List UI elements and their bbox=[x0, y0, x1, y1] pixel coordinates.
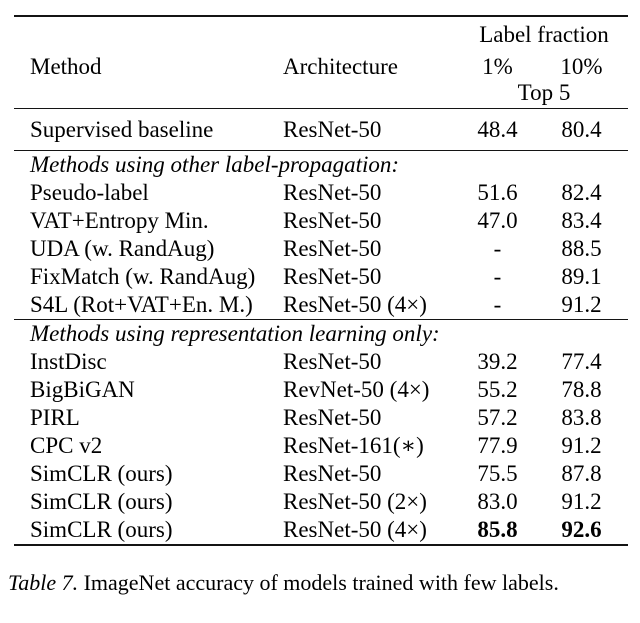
top5-1pct-cell: - bbox=[493, 236, 502, 261]
method-cell: CPC v2 bbox=[30, 433, 103, 458]
table-header: Label fraction Method Architecture 1% 10… bbox=[14, 16, 628, 109]
top5-1pct-cell: 48.4 bbox=[477, 116, 518, 142]
table-body: Supervised baseline ResNet-50 48.4 80.4 Meth… bbox=[14, 109, 628, 546]
method-cell: PIRL bbox=[30, 405, 80, 430]
method-cell: UDA (w. RandAug) bbox=[30, 236, 215, 261]
section-title: Methods using representation learning on… bbox=[30, 321, 440, 346]
top5-10pct-cell: 91.2 bbox=[561, 433, 602, 458]
table-row: BigBiGAN RevNet-50 (4×) 55.2 78.8 bbox=[14, 376, 628, 404]
architecture-cell: ResNet-161(∗) bbox=[283, 433, 424, 458]
table-row: SimCLR (ours) ResNet-50 75.5 87.8 bbox=[14, 460, 628, 488]
architecture-cell: ResNet-50 bbox=[283, 180, 382, 205]
architecture-cell: ResNet-50 bbox=[283, 405, 382, 430]
method-cell: Pseudo-label bbox=[30, 180, 149, 205]
architecture-cell: ResNet-50 bbox=[283, 208, 382, 233]
col-10pct-header: 10% bbox=[560, 53, 603, 79]
top5-10pct-cell: 78.8 bbox=[561, 377, 602, 402]
top5-10pct-cell: 87.8 bbox=[561, 461, 602, 486]
top5-1pct-cell: 51.6 bbox=[477, 180, 518, 205]
top5-10pct-cell: 91.2 bbox=[561, 292, 602, 317]
top5-10pct-cell: 88.5 bbox=[561, 236, 602, 261]
method-cell: InstDisc bbox=[30, 349, 107, 374]
top5-subheader: Top 5 bbox=[517, 80, 571, 105]
table-row: VAT+Entropy Min. ResNet-50 47.0 83.4 bbox=[14, 207, 628, 235]
top5-10pct-cell: 80.4 bbox=[561, 116, 602, 142]
table-row: Pseudo-label ResNet-50 51.6 82.4 bbox=[14, 179, 628, 207]
architecture-cell: ResNet-50 bbox=[283, 116, 382, 142]
table-caption: Table 7. ImageNet accuracy of models tra… bbox=[8, 569, 630, 597]
method-cell: FixMatch (w. RandAug) bbox=[30, 264, 256, 289]
table-row: S4L (Rot+VAT+En. M.) ResNet-50 (4×) - 91.2 bbox=[14, 291, 628, 320]
section-header-row: Methods using representation learning on… bbox=[14, 320, 628, 349]
caption-label: Table 7. bbox=[8, 570, 79, 595]
top5-10pct-cell: 77.4 bbox=[561, 349, 602, 374]
col-1pct-header: 1% bbox=[482, 53, 513, 79]
method-cell: S4L (Rot+VAT+En. M.) bbox=[30, 292, 253, 317]
table-row: CPC v2 ResNet-161(∗) 77.9 91.2 bbox=[14, 432, 628, 460]
top5-1pct-cell: 47.0 bbox=[477, 208, 518, 233]
paper-table-figure: Label fraction Method Architecture 1% 10… bbox=[0, 15, 640, 623]
top5-1pct-cell: 83.0 bbox=[477, 489, 518, 514]
spacer-cell bbox=[283, 16, 460, 53]
top5-10pct-cell: 83.8 bbox=[561, 405, 602, 430]
top5-10pct-cell: 83.4 bbox=[561, 208, 602, 233]
top5-1pct-cell: - bbox=[493, 264, 502, 289]
top5-1pct-cell: - bbox=[493, 292, 502, 317]
method-column-header: Method bbox=[30, 53, 102, 79]
table-row: FixMatch (w. RandAug) ResNet-50 - 89.1 bbox=[14, 263, 628, 291]
method-cell: VAT+Entropy Min. bbox=[30, 208, 209, 233]
architecture-cell: ResNet-50 bbox=[283, 236, 382, 261]
top5-1pct-cell: 55.2 bbox=[477, 377, 518, 402]
label-fraction-header: Label fraction bbox=[479, 22, 609, 47]
architecture-cell: ResNet-50 bbox=[283, 264, 382, 289]
table-row: SimCLR (ours) ResNet-50 (2×) 83.0 91.2 bbox=[14, 488, 628, 516]
table-row: SimCLR (ours) ResNet-50 (4×) 85.8 92.6 bbox=[14, 516, 628, 545]
top5-1pct-cell: 85.8 bbox=[477, 517, 518, 542]
top5-1pct-cell: 77.9 bbox=[477, 433, 518, 458]
method-cell: SimCLR (ours) bbox=[30, 489, 173, 514]
architecture-cell: ResNet-50 bbox=[283, 349, 382, 374]
caption-text: ImageNet accuracy of models trained with… bbox=[78, 570, 559, 595]
architecture-cell: ResNet-50 (4×) bbox=[283, 292, 427, 317]
spacer-cell bbox=[14, 80, 283, 109]
header-row-top5: Top 5 bbox=[14, 80, 628, 109]
top5-1pct-cell: 75.5 bbox=[477, 461, 518, 486]
architecture-cell: ResNet-50 (4×) bbox=[283, 517, 427, 542]
section-header-row: Methods using other label-propagation: bbox=[14, 151, 628, 180]
architecture-cell: ResNet-50 (2×) bbox=[283, 489, 427, 514]
architecture-cell: RevNet-50 (4×) bbox=[283, 377, 430, 402]
results-table: Label fraction Method Architecture 1% 10… bbox=[14, 15, 628, 546]
section-title: Methods using other label-propagation: bbox=[30, 152, 400, 177]
method-cell: SimCLR (ours) bbox=[30, 517, 173, 542]
top5-10pct-cell: 89.1 bbox=[561, 264, 602, 289]
spacer-cell bbox=[283, 80, 460, 109]
top5-10pct-cell: 91.2 bbox=[561, 489, 602, 514]
method-cell: BigBiGAN bbox=[30, 377, 135, 402]
method-cell: SimCLR (ours) bbox=[30, 461, 173, 486]
header-row-label-fraction: Label fraction bbox=[14, 16, 628, 53]
top5-10pct-cell: 82.4 bbox=[561, 180, 602, 205]
header-row-columns: Method Architecture 1% 10% bbox=[14, 53, 628, 80]
top5-10pct-cell: 92.6 bbox=[561, 517, 602, 542]
method-cell: Supervised baseline bbox=[30, 116, 214, 142]
spacer-cell bbox=[14, 16, 283, 53]
table-row: InstDisc ResNet-50 39.2 77.4 bbox=[14, 348, 628, 376]
architecture-column-header: Architecture bbox=[283, 53, 398, 79]
top5-1pct-cell: 39.2 bbox=[477, 349, 518, 374]
top5-1pct-cell: 57.2 bbox=[477, 405, 518, 430]
table-row: UDA (w. RandAug) ResNet-50 - 88.5 bbox=[14, 235, 628, 263]
table-row: PIRL ResNet-50 57.2 83.8 bbox=[14, 404, 628, 432]
architecture-cell: ResNet-50 bbox=[283, 461, 382, 486]
table-row: Supervised baseline ResNet-50 48.4 80.4 bbox=[14, 109, 628, 151]
